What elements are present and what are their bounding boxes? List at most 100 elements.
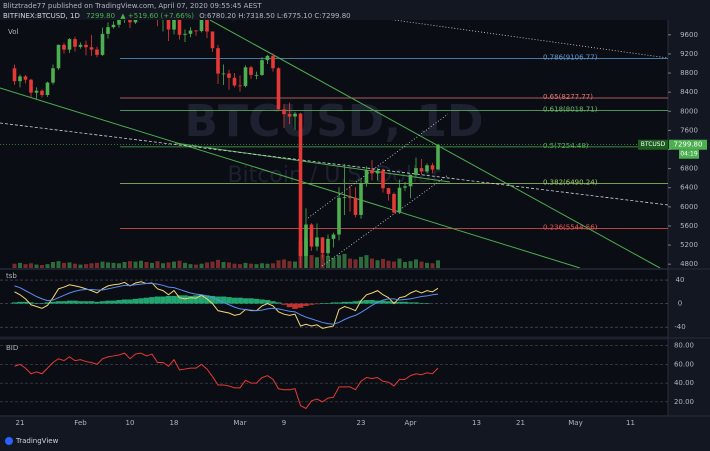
candle-body [78,44,83,47]
fib-label: 0.618(8018.71) [543,105,598,113]
candle-body [403,186,407,188]
candle-body [430,165,435,170]
candle-body [287,114,292,117]
tsb-histogram-bar [193,295,199,304]
candle-body [40,90,44,96]
volume-bar [150,262,154,268]
volume-bar [84,264,88,268]
tsb-histogram-bar [121,299,128,304]
volume-bar [392,261,396,268]
price-tick-label: 5600 [680,222,698,230]
tsb-histogram-bar [110,300,117,304]
volume-bar [359,256,363,268]
candle-body [194,30,198,32]
candle-body [34,90,39,93]
tsb-histogram-bar [132,298,139,304]
candle-body [309,224,314,247]
candle-body [84,44,88,48]
volume-bar [199,263,204,268]
tsb-histogram-bar [165,295,172,304]
tsb-histogram-bar [407,302,414,304]
footer [0,430,710,451]
volume-bar [320,254,325,268]
candle-body [320,237,325,254]
volume-bar [117,263,121,268]
candle-body [177,20,182,35]
bid-pane [0,340,668,415]
channel-line [307,113,449,219]
volume-bar [276,260,281,268]
tsb-histogram-bar [198,294,205,304]
tsb-histogram-bar [242,298,249,304]
volume-bar [18,262,22,268]
volume-bar [348,258,352,268]
candle-body [282,109,286,115]
time-tick-label: 9 [282,419,286,427]
candle-body [23,76,28,80]
candle-body [199,20,204,31]
candle-body [106,27,110,34]
time-tick-label: Apr [404,419,416,427]
price-tick-label: 9600 [680,31,698,39]
volume-bar [337,255,341,268]
candle-body [166,20,171,30]
volume-bar [210,261,215,268]
time-tick-label: May [568,419,582,427]
fib-label: 0.786(9106.77) [543,53,598,61]
price-tick-label: 8000 [680,107,698,115]
logo-icon [5,437,13,445]
candle-body [276,68,281,110]
bid-drawings [0,345,668,410]
volume-bar [73,263,77,268]
tsb-histogram-bar [127,299,133,304]
time-tick-label: 11 [626,419,635,427]
tsb-histogram-bar [231,297,238,304]
tsb-histogram-bar [116,300,122,304]
volume-bar [12,263,17,268]
volume-bar [403,262,407,268]
candle-body [260,60,264,75]
volume-bar [249,263,253,268]
tsb-histogram-bar [308,303,315,305]
volume-bar [144,262,149,268]
volume-bar [183,262,187,268]
candle-body [243,67,248,86]
candle-body [386,188,391,194]
tsb-histogram-bar [270,301,276,304]
tsb-histogram-bar [72,300,78,304]
axes: 4800520056006000640068007200760080008400… [0,31,707,427]
volume-bar [111,262,116,268]
tsb-histogram-bar [61,301,67,304]
time-tick-label: Mar [233,419,246,427]
tsb-histogram-bar [176,295,183,304]
tsb-histogram-bar [154,296,161,304]
tsb-histogram-bar [99,301,106,304]
volume-bar [139,260,143,268]
tsb-histogram-bar [418,303,425,304]
candle-body [128,20,132,23]
volume-bar [40,265,44,268]
tsb-histogram-bar [44,302,51,304]
trendline [0,87,581,268]
volume-bar [282,259,286,268]
candle-body [342,197,347,199]
volume-bar [67,262,72,268]
volume-bar [370,258,374,268]
candle-body [238,85,242,87]
fib-levels: 0.786(9106.77) 0.65(8277.77) 0.618(8018.71… [120,53,668,232]
symbol: BITFINEX:BTCUSD, 1D [3,12,80,20]
candle-body [392,193,396,213]
tsb-histogram-bar [22,301,29,304]
candle-body [331,234,336,239]
candle-body [67,39,72,50]
volume-bar [227,262,231,268]
volume-bar [353,259,358,268]
candle-body [183,33,187,35]
tsb-histogram-bar [187,295,194,304]
candle-body [348,197,352,199]
tsb-histogram-bar [402,301,408,304]
trendline [209,20,661,268]
volume-bar [265,263,270,268]
volume-bar [326,256,330,268]
tsb-histogram-bar [391,301,397,304]
